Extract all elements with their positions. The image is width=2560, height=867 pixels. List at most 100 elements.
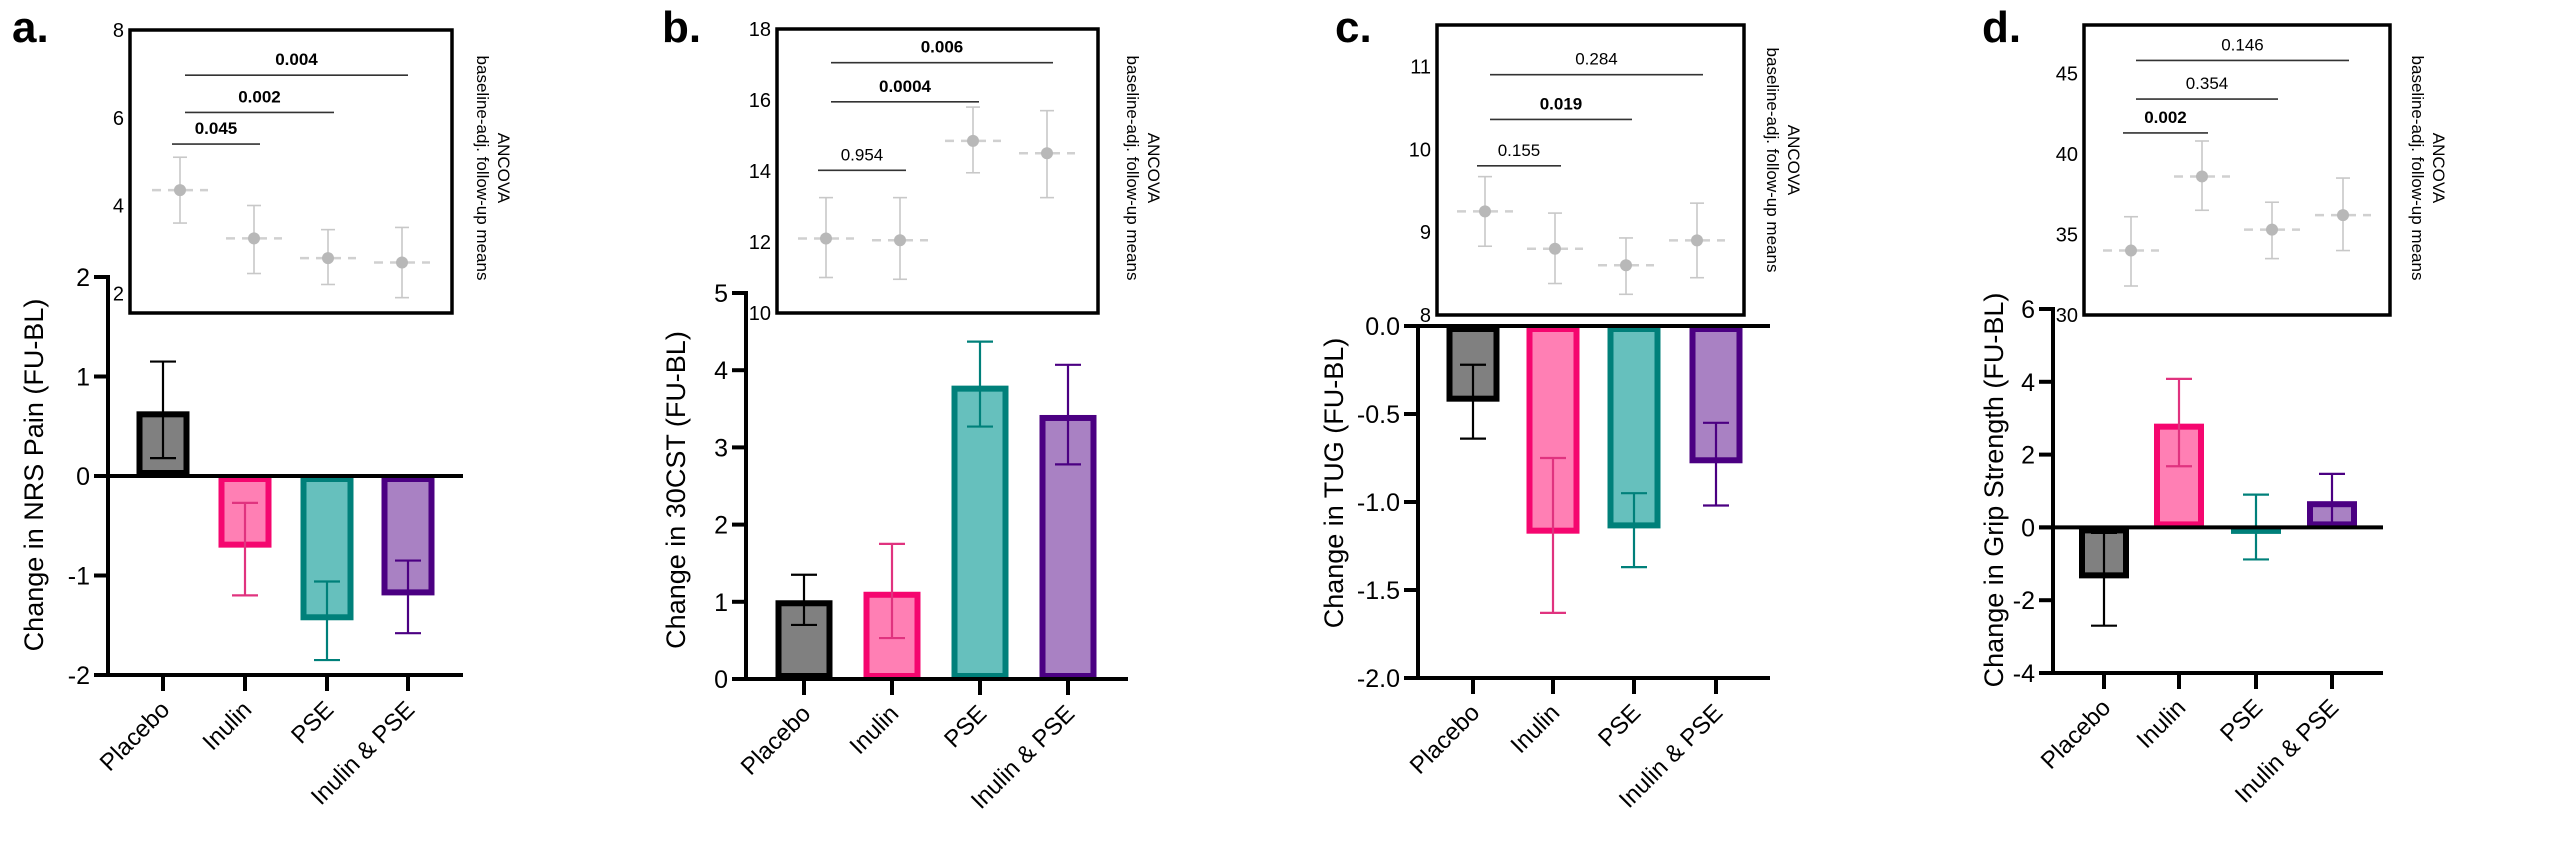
error-bar	[879, 542, 905, 640]
inset-y-label-line: baseline-adj. follow-up means	[1123, 56, 1142, 281]
error-bar	[1703, 421, 1729, 507]
inset-y-tick-label: 8	[113, 20, 124, 42]
inset-y-label-line: baseline-adj. follow-up means	[473, 56, 492, 281]
y-tick-label: -1	[68, 563, 90, 591]
bar-pse	[951, 385, 1009, 679]
y-tick-label: -2	[2013, 587, 2035, 615]
p-value-label: 0.006	[921, 38, 964, 57]
inset-mean-point	[1691, 234, 1703, 247]
inset-y-tick-label: 40	[2056, 144, 2078, 166]
p-value-label: 0.954	[841, 145, 884, 164]
inset-mean-point	[2125, 244, 2137, 257]
inset-y-tick-label: 11	[1410, 56, 1431, 78]
y-axis-label: Change in TUG (FU-BL)	[1319, 338, 1349, 629]
error-bar	[395, 559, 421, 635]
y-tick-label: 0	[2021, 514, 2035, 542]
p-value-label: 0.045	[195, 119, 238, 138]
inset-y-label: ANCOVAbaseline-adj. follow-up means	[2408, 56, 2448, 281]
inset-mean-point	[1479, 205, 1491, 218]
y-tick-label: 2	[2021, 442, 2035, 470]
error-bar	[967, 340, 993, 428]
inset-y-label-line: ANCOVA	[494, 133, 513, 204]
inset-mean-point	[1549, 242, 1561, 255]
inset-y-tick-label: 2	[113, 283, 124, 305]
x-tick-label: PSE	[939, 700, 992, 753]
inset-frame	[2082, 23, 2392, 317]
inset-mean-point	[322, 252, 334, 265]
inset-y-tick-label: 35	[2056, 224, 2078, 246]
panel-label: d.	[1982, 3, 2021, 52]
inset-mean-point	[967, 134, 979, 147]
y-axis-label: Change in Grip Strength (FU-BL)	[1979, 293, 2009, 688]
x-tick-label: Inulin	[198, 696, 258, 756]
inset-plot: 30 35 40 45 0.002 0.354 0.146 ANCOVAbaseline-ad…	[2056, 23, 2448, 327]
inset-mean-point	[2337, 209, 2349, 222]
y-tick-label: -1.0	[1357, 489, 1400, 517]
y-tick-label: -0.5	[1357, 401, 1400, 429]
y-tick-label: 2	[714, 512, 728, 540]
inset-mean-point	[2266, 223, 2278, 236]
inset-mean-point	[894, 234, 906, 247]
y-tick-label: -2	[68, 662, 90, 690]
p-value-label: 0.004	[275, 50, 318, 69]
x-tick-label: PSE	[286, 696, 339, 749]
x-tick-label: Placebo	[2036, 694, 2116, 774]
y-tick-label: 0	[714, 666, 728, 694]
inset-y-label-line: baseline-adj. follow-up means	[1763, 48, 1782, 273]
inset-plot: 10 12 14 16 18 0.954 0.0004 0.006 ANCOVAbaseline…	[749, 19, 1163, 325]
bar-inulin-pse	[1689, 326, 1743, 464]
inset-y-tick-label: 6	[113, 108, 124, 130]
y-tick-label: 2	[76, 264, 90, 292]
panel-label: a.	[12, 3, 49, 52]
error-bar	[791, 573, 817, 627]
error-bar	[232, 501, 258, 597]
y-axis-label: Change in NRS Pain (FU-BL)	[19, 299, 49, 652]
y-tick-label: 0.0	[1365, 313, 1400, 341]
p-value-label: 0.019	[1540, 94, 1583, 113]
inset-y-label: ANCOVAbaseline-adj. follow-up means	[1123, 56, 1163, 281]
inset-y-label: ANCOVAbaseline-adj. follow-up means	[473, 56, 513, 281]
inset-y-tick-label: 14	[749, 161, 771, 183]
inset-y-tick-label: 16	[749, 90, 771, 112]
x-tick-label: Inulin	[2132, 694, 2192, 754]
inset-mean-point	[2196, 170, 2208, 183]
y-tick-label: 1	[714, 589, 728, 617]
p-value-label: 0.0004	[879, 77, 932, 96]
error-bar	[314, 580, 340, 662]
x-tick-label: PSE	[2215, 694, 2268, 747]
inset-frame	[775, 27, 1100, 315]
inset-mean-point	[1041, 147, 1053, 160]
inset-y-tick-label: 8	[1420, 305, 1431, 327]
error-bar	[1055, 363, 1081, 466]
p-value-label: 0.155	[1498, 141, 1541, 160]
inset-mean-point	[174, 184, 186, 197]
y-tick-label: 1	[76, 364, 90, 392]
inset-y-tick-label: 9	[1420, 222, 1431, 244]
y-tick-label: 4	[2021, 369, 2035, 397]
error-bar	[1621, 492, 1647, 569]
error-bar	[2166, 377, 2192, 468]
p-value-label: 0.146	[2221, 35, 2264, 54]
error-bar	[150, 360, 176, 460]
y-tick-label: 4	[714, 357, 728, 385]
x-tick-label: Placebo	[1405, 699, 1485, 779]
panel-d: d. Change in Grip Strength (FU-BL) -4 -2 0 2 4…	[1979, 3, 2448, 809]
p-value-label: 0.284	[1575, 50, 1618, 69]
inset-y-tick-label: 10	[749, 303, 771, 325]
y-tick-label: 6	[2021, 296, 2035, 324]
panel-c: c. Change in TUG (FU-BL) -2.0 -1.5 -1.0 -0.5 0…	[1319, 3, 1803, 814]
inset-mean-point	[1620, 259, 1632, 272]
inset-y-label-line: ANCOVA	[1784, 125, 1803, 196]
x-tick-label: Inulin	[845, 700, 905, 760]
y-tick-label: 0	[76, 463, 90, 491]
inset-frame	[128, 28, 454, 315]
inset-frame	[1435, 23, 1746, 317]
error-bar	[2091, 531, 2117, 627]
inset-y-tick-label: 30	[2056, 305, 2078, 327]
inset-y-tick-label: 45	[2056, 63, 2078, 85]
inset-mean-point	[248, 232, 260, 245]
inset-plot: 8 9 10 11 0.155 0.019 0.284 ANCOVAbaseline-adj.…	[1409, 23, 1803, 327]
